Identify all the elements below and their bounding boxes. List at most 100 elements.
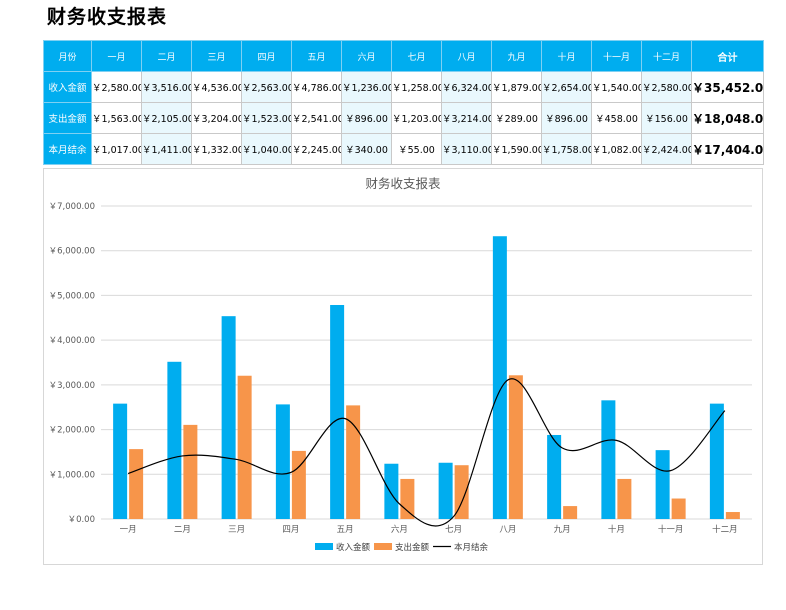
table-cell: ￥6,324.00 bbox=[441, 71, 492, 103]
table-row: 收入金额 ￥2,580.00 ￥3,516.00 ￥4,536.00 ￥2,563.00… bbox=[43, 71, 764, 103]
legend-swatch bbox=[315, 543, 333, 550]
bar-expense bbox=[508, 375, 523, 519]
bar-expense bbox=[563, 506, 578, 519]
header-cell: 十月 bbox=[541, 40, 592, 72]
y-tick-label: ￥5,000.00 bbox=[49, 291, 95, 301]
table-cell: ￥2,654.00 bbox=[541, 71, 592, 103]
bar-income bbox=[384, 463, 399, 519]
table-cell: ￥896.00 bbox=[341, 102, 392, 134]
bar-income bbox=[655, 450, 670, 519]
y-tick-label: ￥6,000.00 bbox=[49, 247, 95, 257]
table-cell: ￥3,204.00 bbox=[191, 102, 242, 134]
table-cell: ￥1,017.00 bbox=[91, 133, 142, 165]
row-label: 收入金额 bbox=[43, 71, 92, 103]
bar-income bbox=[275, 404, 290, 519]
header-cell: 五月 bbox=[291, 40, 342, 72]
bar-expense bbox=[617, 478, 632, 519]
header-cell: 三月 bbox=[191, 40, 242, 72]
table-cell: ￥289.00 bbox=[491, 102, 542, 134]
table-cell: ￥1,590.00 bbox=[491, 133, 542, 165]
x-tick-label: 六月 bbox=[391, 524, 408, 535]
table-cell: ￥2,580.00 bbox=[641, 71, 692, 103]
bar-income bbox=[167, 361, 182, 519]
table-cell: ￥4,786.00 bbox=[291, 71, 342, 103]
bar-income bbox=[330, 304, 345, 519]
y-tick-label: ￥4,000.00 bbox=[49, 336, 95, 346]
bar-income bbox=[601, 400, 616, 519]
x-tick-label: 十月 bbox=[608, 524, 625, 535]
line-balance bbox=[127, 378, 726, 527]
y-tick-label: ￥1,000.00 bbox=[49, 470, 95, 480]
bar-expense bbox=[400, 478, 415, 519]
finance-table: 月份 一月 二月 三月 四月 五月 六月 七月 八月 九月 十月 十一月 十二月 合计 收入金额 ￥2,580… bbox=[43, 40, 764, 165]
y-tick-label: ￥2,000.00 bbox=[49, 426, 95, 436]
row-label: 支出金额 bbox=[43, 102, 92, 134]
bar-expense bbox=[671, 498, 686, 519]
x-tick-label: 十一月 bbox=[658, 524, 684, 535]
header-cell: 一月 bbox=[91, 40, 142, 72]
bar-income bbox=[438, 462, 453, 519]
table-cell: ￥4,536.00 bbox=[191, 71, 242, 103]
bar-income bbox=[709, 403, 724, 519]
bar-income bbox=[492, 236, 507, 519]
page-title: 财务收支报表 bbox=[47, 6, 168, 28]
table-cell: ￥1,040.00 bbox=[241, 133, 292, 165]
table-cell: ￥1,411.00 bbox=[141, 133, 192, 165]
x-tick-label: 九月 bbox=[554, 525, 571, 535]
x-tick-label: 二月 bbox=[174, 525, 191, 535]
row-label: 本月结余 bbox=[43, 133, 92, 165]
row-total: ￥17,404.00 bbox=[691, 133, 764, 165]
table-cell: ￥1,332.00 bbox=[191, 133, 242, 165]
header-cell: 七月 bbox=[391, 40, 442, 72]
y-tick-label: ￥0.00 bbox=[68, 515, 95, 525]
table-cell: ￥340.00 bbox=[341, 133, 392, 165]
bar-expense bbox=[346, 405, 361, 519]
header-cell: 合计 bbox=[691, 40, 764, 72]
table-cell: ￥2,245.00 bbox=[291, 133, 342, 165]
row-total: ￥18,048.00 bbox=[691, 102, 764, 134]
x-tick-label: 十二月 bbox=[712, 524, 738, 535]
table-cell: ￥55.00 bbox=[391, 133, 442, 165]
legend-swatch bbox=[374, 543, 393, 550]
header-cell: 八月 bbox=[441, 40, 492, 72]
table-cell: ￥2,580.00 bbox=[91, 71, 142, 103]
chart-title: 财务收支报表 bbox=[365, 176, 441, 191]
income-expense-chart: 财务收支报表 ￥0.00 ￥1,000.00 ￥2,000.00 ￥3,000.00 ￥4… bbox=[49, 176, 752, 553]
table-cell: ￥1,082.00 bbox=[591, 133, 642, 165]
table-row: 支出金额 ￥1,563.00 ￥2,105.00 ￥3,204.00 ￥1,523.00… bbox=[43, 102, 764, 134]
table-cell: ￥1,563.00 bbox=[91, 102, 142, 134]
x-tick-label: 八月 bbox=[499, 525, 516, 535]
row-total: ￥35,452.00 bbox=[691, 71, 764, 103]
y-tick-label: ￥3,000.00 bbox=[49, 381, 95, 391]
bar-income bbox=[113, 403, 128, 519]
table-cell: ￥1,523.00 bbox=[241, 102, 292, 134]
header-cell: 十一月 bbox=[591, 40, 642, 72]
bar-income bbox=[547, 434, 562, 519]
table-cell: ￥2,424.00 bbox=[641, 133, 692, 165]
legend-label: 本月结余 bbox=[454, 542, 489, 553]
bar-expense bbox=[725, 512, 740, 519]
bar-expense bbox=[237, 375, 252, 519]
table-cell: ￥2,105.00 bbox=[141, 102, 192, 134]
x-tick-label: 四月 bbox=[282, 525, 299, 535]
legend-label: 收入金额 bbox=[336, 542, 371, 553]
header-cell: 十二月 bbox=[641, 40, 692, 72]
table-cell: ￥2,563.00 bbox=[241, 71, 292, 103]
bar-income bbox=[221, 316, 236, 519]
table-cell: ￥896.00 bbox=[541, 102, 592, 134]
table-cell: ￥458.00 bbox=[591, 102, 642, 134]
chart-container: 财务收支报表 ￥0.00 ￥1,000.00 ￥2,000.00 ￥3,000.00 ￥4… bbox=[43, 168, 763, 565]
header-cell: 六月 bbox=[341, 40, 392, 72]
x-tick-label: 五月 bbox=[337, 525, 354, 535]
table-cell: ￥1,258.00 bbox=[391, 71, 442, 103]
x-tick-label: 七月 bbox=[445, 525, 462, 535]
table-cell: ￥3,214.00 bbox=[441, 102, 492, 134]
table-cell: ￥1,203.00 bbox=[391, 102, 442, 134]
header-cell-label: 月份 bbox=[43, 40, 92, 72]
table-cell: ￥2,541.00 bbox=[291, 102, 342, 134]
header-cell: 二月 bbox=[141, 40, 192, 72]
bar-expense bbox=[454, 465, 469, 519]
table-cell: ￥156.00 bbox=[641, 102, 692, 134]
table-cell: ￥1,879.00 bbox=[491, 71, 542, 103]
table-cell: ￥1,236.00 bbox=[341, 71, 392, 103]
